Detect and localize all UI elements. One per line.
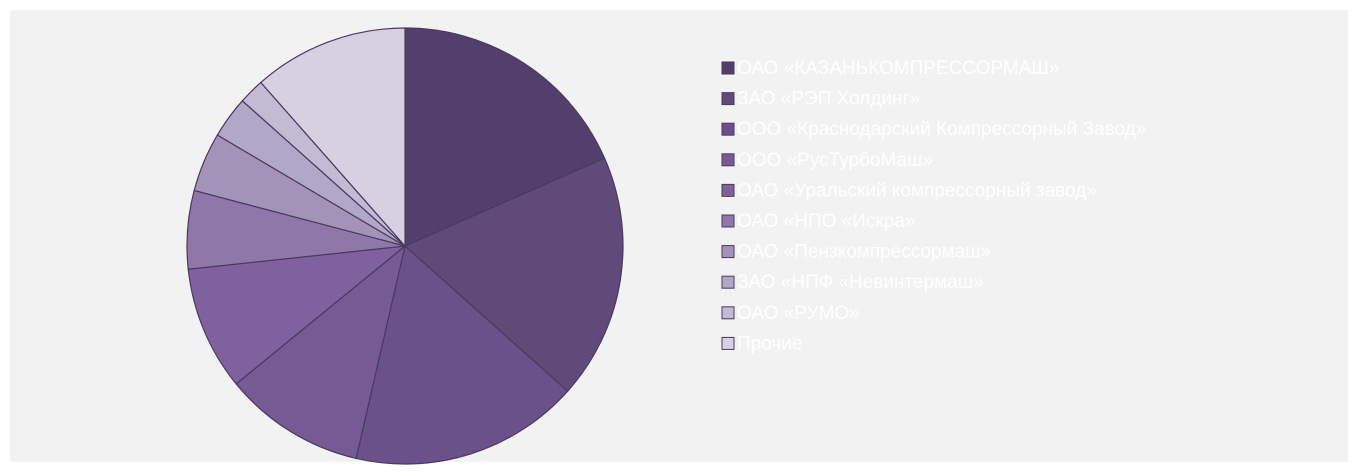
pie-slice: [403, 157, 624, 393]
legend-swatch: [721, 61, 735, 75]
legend-swatch: [721, 92, 735, 106]
pie-slice: [187, 245, 407, 385]
legend-label: ООО «Краснодарский Компрессорный Завод»: [737, 119, 1146, 140]
pie-slice: [404, 27, 606, 247]
legend-label: ОАО «КАЗАНЬКОМПРЕССОРМАШ»: [737, 58, 1059, 79]
legend-label: ОАО «Пензкомпрессормаш»: [737, 242, 991, 263]
pie-slice: [259, 27, 406, 248]
legend-swatch: [721, 306, 735, 320]
legend-swatch: [721, 122, 735, 136]
legend-swatch: [721, 275, 735, 289]
pie-slice: [355, 244, 569, 465]
legend-swatch: [721, 153, 735, 167]
legend-swatch: [721, 245, 735, 259]
legend-swatch: [721, 183, 735, 197]
legend-swatch: [721, 336, 735, 350]
pie-slice: [235, 244, 406, 460]
legend-label: ОАО «РУМО»: [737, 303, 860, 324]
legend-label: ЗАО «НПФ «Невинтермаш»: [737, 272, 984, 293]
legend-label: ОАО «НПО «Искра»: [737, 211, 915, 232]
legend-swatch: [721, 214, 735, 228]
legend-label: Прочие: [737, 333, 802, 354]
legend-label: ООО «РусТурбоМаш»: [737, 150, 933, 171]
legend-label: ЗАО «РЭП Холдинг»: [737, 89, 920, 110]
legend-label: ОАО «Уральский компрессорный завод»: [737, 180, 1097, 201]
